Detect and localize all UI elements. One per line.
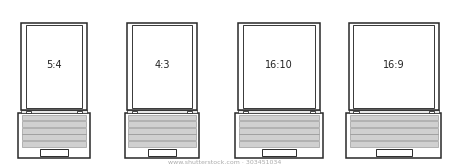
Bar [349,110,439,113]
Bar [18,113,90,158]
Bar [132,111,137,113]
Bar [128,134,196,140]
Bar [243,111,248,113]
Bar [21,110,87,113]
Bar [350,128,438,134]
Bar [125,113,199,158]
Bar [128,121,196,127]
Bar [376,149,412,156]
Bar [243,25,315,108]
Bar [22,134,86,140]
Bar [239,115,319,120]
Bar [238,23,320,110]
Bar [21,23,87,110]
Bar [239,121,319,127]
Bar [353,111,359,113]
Bar [148,149,176,156]
Bar [349,23,439,110]
Bar [346,113,441,158]
Bar [239,134,319,140]
Bar [239,141,319,147]
Bar [350,121,438,127]
Bar [22,115,86,120]
Bar [239,128,319,134]
Bar [26,111,31,113]
Bar [262,149,296,156]
Bar [132,25,192,108]
Bar [127,110,197,113]
Bar [235,113,323,158]
Bar [187,111,192,113]
Bar [40,149,68,156]
Bar [128,141,196,147]
Bar [128,128,196,134]
Text: 5:4: 5:4 [46,60,62,70]
Text: www.shutterstock.com · 303451034: www.shutterstock.com · 303451034 [168,160,282,165]
Bar [26,25,82,108]
Bar [22,128,86,134]
Bar [77,111,82,113]
Text: 4:3: 4:3 [154,60,170,70]
Bar [22,141,86,147]
Bar [350,115,438,120]
Bar [22,121,86,127]
Text: 16:10: 16:10 [265,60,293,70]
Bar [350,141,438,147]
Bar [238,110,320,113]
Bar [127,23,197,110]
Bar [353,25,434,108]
Bar [310,111,315,113]
Bar [350,134,438,140]
Bar [429,111,434,113]
Bar [128,115,196,120]
Text: 16:9: 16:9 [383,60,405,70]
